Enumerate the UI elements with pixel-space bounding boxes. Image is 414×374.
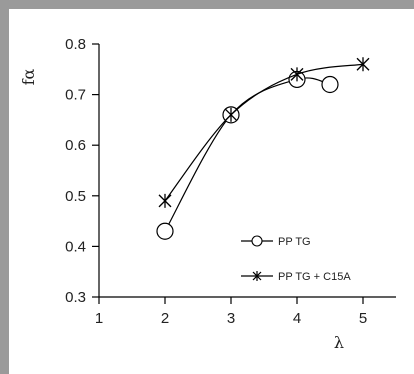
axes <box>98 44 396 298</box>
asterisk-marker <box>290 67 304 82</box>
series-layer <box>156 57 370 240</box>
asterisk-marker <box>158 193 172 208</box>
series-line <box>164 77 331 232</box>
circle-marker <box>321 75 339 94</box>
x-axis-title: λ <box>334 333 344 352</box>
y-tick-label: 0.8 <box>65 36 86 53</box>
x-ticks: 1 2 3 4 5 <box>95 297 367 327</box>
series-pp-tg <box>156 70 339 240</box>
series-pp-tg-c15a <box>158 57 370 208</box>
y-axis-title: fα <box>19 68 38 85</box>
circle-marker <box>156 222 174 240</box>
legend-label: PP TG <box>278 236 311 248</box>
y-tick-label: 0.7 <box>65 87 86 104</box>
x-tick-label: 5 <box>359 310 367 327</box>
legend-item: PP TG <box>241 235 311 248</box>
legend-item: PP TG + C15A <box>241 271 351 283</box>
y-tick-label: 0.4 <box>65 238 86 255</box>
x-tick-label: 1 <box>95 310 103 327</box>
series-line <box>164 63 364 202</box>
legend-label: PP TG + C15A <box>278 271 351 283</box>
legend: PP TG PP TG + C15A <box>241 235 351 283</box>
y-tick-label: 0.3 <box>65 289 86 306</box>
asterisk-marker <box>224 107 238 122</box>
y-tick-label: 0.5 <box>65 188 86 205</box>
y-tick-label: 0.6 <box>65 137 86 154</box>
legend-asterisk-marker <box>252 271 262 281</box>
legend-circle-marker <box>251 235 263 247</box>
x-tick-label: 4 <box>293 310 301 327</box>
x-tick-label: 2 <box>161 310 169 327</box>
x-tick-label: 3 <box>227 310 235 327</box>
y-ticks: 0.3 0.4 0.5 0.6 0.7 0.8 <box>65 36 99 306</box>
asterisk-marker <box>356 57 370 72</box>
